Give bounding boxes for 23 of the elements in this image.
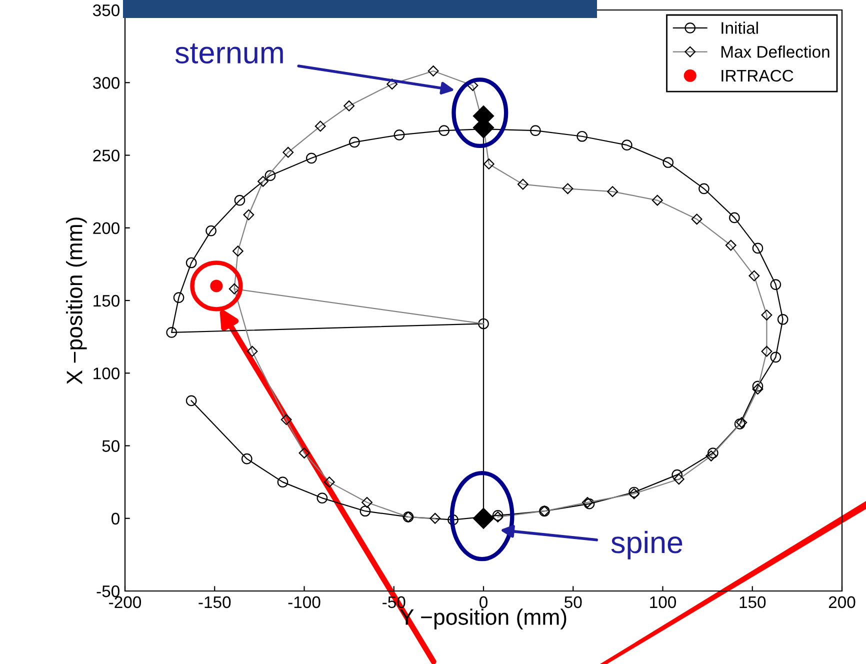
y-tick-label: 50 — [102, 440, 120, 452]
x-tick-label: -200 — [109, 596, 142, 608]
x-tick-label: 0 — [480, 596, 488, 608]
y-tick-label: 0 — [112, 512, 120, 525]
x-tick-label: 150 — [740, 596, 766, 608]
legend-label: Max Deflection — [721, 46, 830, 58]
annotation: spine — [611, 530, 682, 560]
y-tick-label: 150 — [94, 294, 120, 307]
legend-label: IRTRACC — [722, 70, 794, 82]
y-axis-title: X −position (mm) — [66, 218, 87, 384]
x-tick-label: -150 — [198, 596, 231, 608]
x-tick-label: 50 — [564, 596, 582, 608]
y-tick-label: 100 — [94, 368, 120, 380]
x-tick-label: 100 — [650, 596, 676, 608]
y-tick-label: -50 — [96, 585, 120, 598]
y-tick-label: 250 — [93, 150, 120, 162]
x-tick-label: -100 — [288, 596, 320, 608]
x-tick-label: 200 — [828, 596, 856, 608]
annotation: sternum — [175, 43, 283, 64]
y-tick-label: 300 — [92, 77, 120, 89]
y-tick-label: 350 — [92, 4, 120, 16]
legend-label: Initial — [722, 22, 758, 34]
y-tick-label: 200 — [93, 222, 120, 234]
